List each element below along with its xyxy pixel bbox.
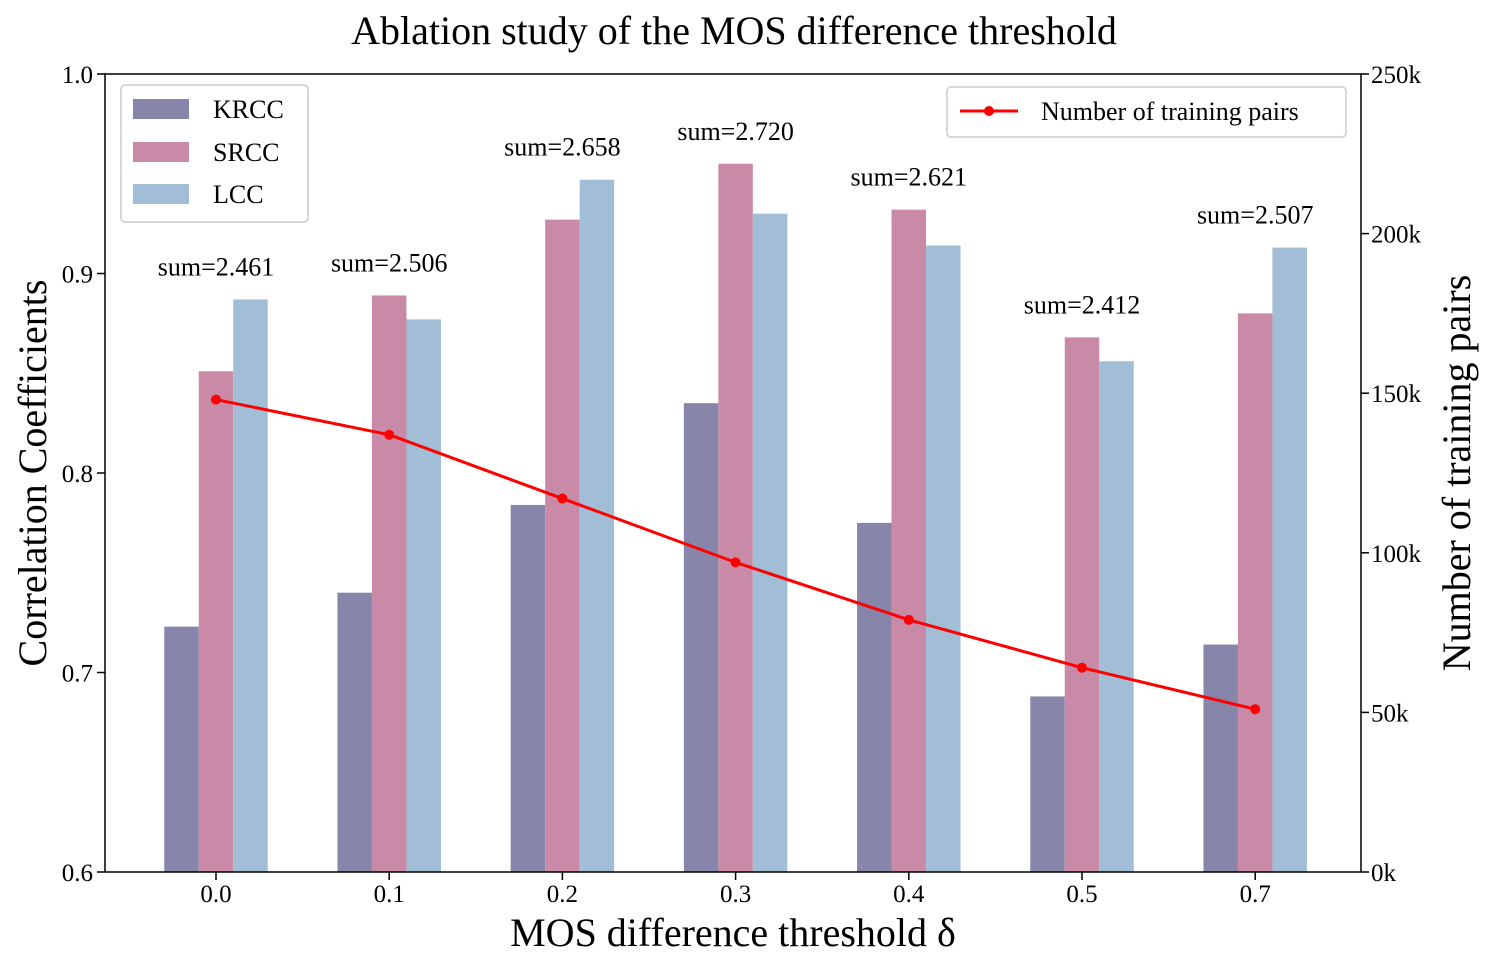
legend-srcc-swatch (133, 142, 189, 162)
sum-annotation-0-1: sum=2.506 (331, 248, 448, 277)
x-tick-label-0-1: 0.1 (374, 881, 405, 908)
legend-left: KRCC SRCC LCC (120, 84, 309, 223)
sum-annotation-0-7: sum=2.507 (1197, 201, 1314, 230)
training-pairs-point-0-7 (1250, 704, 1261, 715)
training-pairs-point-0-4 (903, 614, 914, 625)
bar-lcc-0-4 (926, 245, 961, 872)
right-tick-label-200k: 200k (1371, 222, 1422, 249)
left-tick-label-0-9: 0.9 (62, 262, 93, 289)
bar-krcc-0-1 (337, 592, 372, 872)
bar-lcc-0-1 (406, 319, 441, 872)
training-pairs-point-0-5 (1077, 662, 1087, 673)
training-pairs-point-0-2 (557, 493, 568, 504)
sum-annotation-0-2: sum=2.658 (504, 133, 621, 162)
bar-lcc-0-3 (752, 213, 788, 872)
bar-krcc-0-5 (1030, 696, 1065, 872)
y2-axis-label: Number of training pairs (1434, 275, 1479, 672)
x-tick-label-0-7: 0.7 (1240, 881, 1271, 908)
legend-krcc-swatch (133, 99, 189, 119)
sum-annotation-0-4: sum=2.621 (851, 163, 968, 192)
x-tick-label-0-0: 0.0 (200, 881, 231, 908)
sum-annotation-0-0: sum=2.461 (158, 252, 275, 281)
x-tick-label-0-2: 0.2 (547, 881, 578, 908)
right-tick-label-50k: 50k (1371, 700, 1409, 727)
bar-srcc-0-7 (1237, 313, 1273, 872)
training-pairs-point-0-3 (730, 557, 741, 568)
bar-krcc-0-7 (1203, 644, 1238, 872)
bar-srcc-0-5 (1064, 337, 1100, 873)
right-tick-label-150k: 150k (1371, 381, 1422, 408)
training-pairs-point-0-0 (211, 394, 221, 405)
training-pairs-point-0-1 (384, 429, 395, 440)
legend-lcc-swatch (133, 184, 189, 204)
sum-annotation-0-5: sum=2.412 (1024, 290, 1141, 319)
sum-annotation-0-3: sum=2.720 (677, 117, 794, 146)
bar-krcc-0-3 (683, 403, 719, 872)
x-tick-label-0-5: 0.5 (1066, 881, 1097, 908)
legend-right-frame (946, 86, 1347, 138)
x-tick-label-0-4: 0.4 (893, 881, 925, 908)
right-tick-label-250k: 250k (1371, 62, 1422, 89)
left-tick-label-0-8: 0.8 (62, 461, 93, 488)
bar-annotations: sum=2.461 sum=2.506 sum=2.658 sum=2.720 sum=… (158, 117, 1314, 320)
legend-training-pairs-label: Number of training pairs (1041, 97, 1299, 126)
left-tick-label-1-0: 1.0 (62, 62, 93, 89)
bar-srcc-0-2 (545, 219, 580, 872)
left-axis-ticks: 0.6 0.7 0.8 0.9 1.0 (62, 62, 105, 887)
bar-krcc-0-4 (857, 522, 892, 872)
y-axis-label: Correlation Coefficients (10, 280, 55, 667)
legend-srcc-label: SRCC (213, 138, 280, 167)
bar-lcc-0-7 (1272, 247, 1307, 872)
legend-line-marker (984, 106, 994, 116)
legend-right: Number of training pairs (946, 86, 1347, 138)
training-pairs-line (211, 394, 1261, 715)
bar-srcc-0-1 (371, 295, 407, 872)
bar-lcc-0-5 (1099, 361, 1134, 872)
left-tick-label-0-6: 0.6 (62, 860, 93, 887)
right-tick-label-100k: 100k (1371, 541, 1422, 568)
right-axis-ticks: 0k 50k 100k 150k 200k 250k (1361, 62, 1422, 887)
bar-krcc-0-0 (164, 626, 199, 872)
legend-krcc-label: KRCC (213, 95, 284, 124)
x-axis-ticks: 0.0 0.1 0.2 0.3 0.4 0.5 0.7 (200, 872, 1271, 908)
bar-krcc-0-2 (510, 504, 546, 872)
legend-lcc-label: LCC (213, 180, 264, 209)
left-tick-label-0-7: 0.7 (62, 661, 93, 688)
x-tick-label-0-3: 0.3 (720, 881, 751, 908)
bar-srcc-0-3 (718, 163, 753, 872)
bar-lcc-0-0 (233, 299, 268, 872)
bar-srcc-0-4 (891, 209, 927, 872)
x-axis-label: MOS difference threshold δ (510, 910, 956, 955)
bars (164, 163, 1307, 873)
right-tick-label-0k: 0k (1371, 860, 1397, 887)
chart-title: Ablation study of the MOS difference thr… (351, 8, 1117, 53)
bar-srcc-0-0 (198, 371, 234, 872)
bar-lcc-0-2 (579, 179, 615, 873)
